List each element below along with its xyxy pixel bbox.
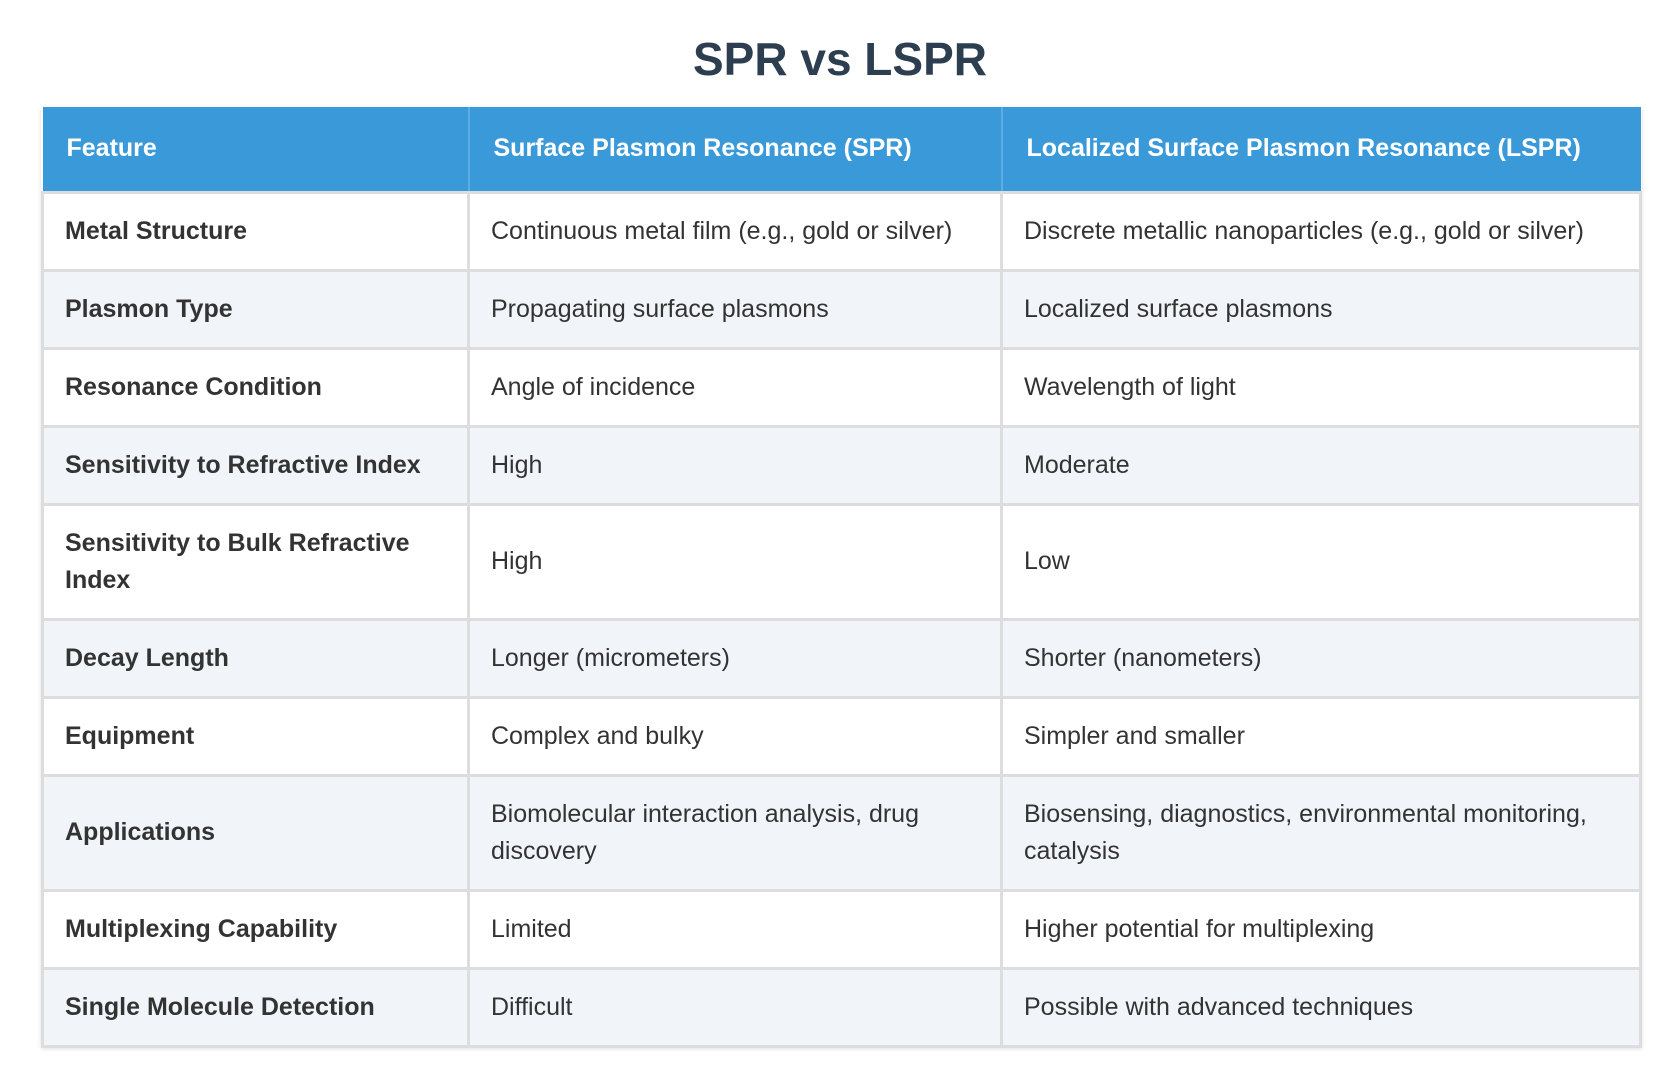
feature-cell: Sensitivity to Refractive Index [41,424,470,506]
table-row: Multiplexing Capability Limited Higher p… [41,888,1642,970]
spr-cell: Angle of incidence [467,346,1003,428]
feature-cell: Applications [41,773,470,892]
feature-cell: Plasmon Type [41,268,470,350]
spr-cell: Complex and bulky [467,695,1003,777]
lspr-cell: Higher potential for multiplexing [1000,888,1642,970]
lspr-cell: Moderate [1000,424,1642,506]
feature-cell: Resonance Condition [41,346,470,428]
table-row: Metal Structure Continuous metal film (e… [41,190,1642,272]
page-title: SPR vs LSPR [693,33,987,85]
feature-cell: Multiplexing Capability [41,888,470,970]
feature-cell: Decay Length [41,617,470,699]
feature-cell: Single Molecule Detection [41,966,470,1048]
spr-cell: Limited [467,888,1003,970]
lspr-cell: Possible with advanced techniques [1000,966,1642,1048]
spr-cell: Continuous metal film (e.g., gold or sil… [467,190,1003,272]
comparison-table-container: Feature Surface Plasmon Resonance (SPR) … [41,107,1642,1048]
table-row: Applications Biomolecular interaction an… [41,773,1642,892]
table-header: Feature Surface Plasmon Resonance (SPR) … [42,107,1641,192]
header-spr: Surface Plasmon Resonance (SPR) [468,107,1003,192]
lspr-cell: Low [1000,502,1642,621]
feature-cell: Equipment [41,695,470,777]
lspr-cell: Biosensing, diagnostics, environmental m… [1000,773,1642,892]
table-row: Sensitivity to Refractive Index High Mod… [41,424,1642,506]
table-row: Sensitivity to Bulk Refractive Index Hig… [41,502,1642,621]
spr-cell: High [467,502,1003,621]
lspr-cell: Simpler and smaller [1000,695,1642,777]
feature-cell: Sensitivity to Bulk Refractive Index [41,502,470,621]
lspr-cell: Shorter (nanometers) [1000,617,1642,699]
header-lspr: Localized Surface Plasmon Resonance (LSP… [1001,107,1641,192]
comparison-table: Feature Surface Plasmon Resonance (SPR) … [41,107,1642,1048]
header-row: Feature Surface Plasmon Resonance (SPR) … [42,107,1641,192]
table-row: Equipment Complex and bulky Simpler and … [41,695,1642,777]
table-body: Metal Structure Continuous metal film (e… [41,190,1642,1048]
table-row: Decay Length Longer (micrometers) Shorte… [41,617,1642,699]
spr-cell: Difficult [467,966,1003,1048]
spr-cell: Propagating surface plasmons [467,268,1003,350]
table-row: Single Molecule Detection Difficult Poss… [41,966,1642,1048]
spr-cell: Longer (micrometers) [467,617,1003,699]
table-row: Plasmon Type Propagating surface plasmon… [41,268,1642,350]
spr-cell: Biomolecular interaction analysis, drug … [467,773,1003,892]
feature-cell: Metal Structure [41,190,470,272]
spr-cell: High [467,424,1003,506]
lspr-cell: Discrete metallic nanoparticles (e.g., g… [1000,190,1642,272]
table-row: Resonance Condition Angle of incidence W… [41,346,1642,428]
lspr-cell: Wavelength of light [1000,346,1642,428]
header-feature: Feature [42,107,470,192]
lspr-cell: Localized surface plasmons [1000,268,1642,350]
